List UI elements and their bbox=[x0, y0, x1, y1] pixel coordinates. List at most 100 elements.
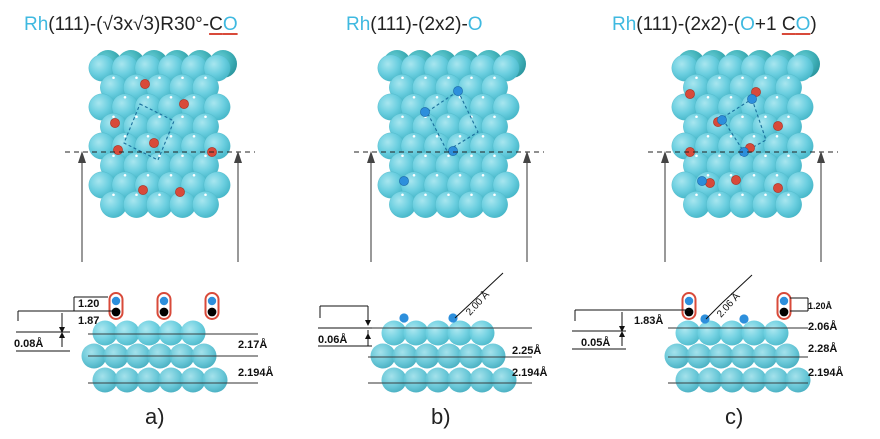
hollow-site bbox=[718, 193, 721, 197]
rh-atom-side bbox=[664, 343, 690, 369]
panel-label-a: a) bbox=[145, 404, 165, 429]
hollow-site bbox=[706, 134, 710, 138]
hollow-site bbox=[493, 115, 496, 119]
hollow-site bbox=[787, 76, 790, 80]
hollow-site bbox=[470, 193, 473, 197]
rh-atom-side bbox=[469, 320, 495, 346]
hollow-site bbox=[169, 134, 173, 138]
hollow-site bbox=[135, 154, 138, 158]
rh-atom-side bbox=[92, 320, 118, 346]
hollow-site bbox=[718, 154, 721, 158]
dimension-arrow bbox=[59, 327, 65, 333]
arrow-head bbox=[234, 151, 242, 163]
hollow-site bbox=[424, 154, 427, 158]
oxygen-atom-marker bbox=[747, 94, 757, 104]
dim-a-co-bond: 1.20 bbox=[78, 298, 99, 310]
hollow-site bbox=[412, 173, 416, 177]
hollow-site bbox=[412, 95, 416, 99]
hollow-site bbox=[741, 193, 744, 197]
dim-c-layer2: 2.28Å bbox=[808, 342, 837, 355]
co-molecule-marker bbox=[705, 178, 715, 188]
dim-a-buckling: 0.08Å bbox=[14, 337, 43, 350]
rh-atom-side bbox=[741, 320, 767, 346]
side-view-b bbox=[318, 272, 532, 393]
hollow-site bbox=[729, 95, 733, 99]
dim-b-buckling: 0.06Å bbox=[318, 333, 347, 346]
rh-atom-side bbox=[480, 343, 506, 369]
arrow-head bbox=[367, 151, 375, 163]
dim-b-rh-o: 2.00 Å bbox=[463, 288, 492, 318]
rh-atom-side bbox=[719, 367, 745, 393]
hollow-site bbox=[158, 193, 161, 197]
hollow-site bbox=[787, 154, 790, 158]
co-oxygen-atom bbox=[207, 296, 217, 306]
adsorbed-oxygen bbox=[739, 314, 749, 324]
panel-label-c: c) bbox=[725, 404, 744, 429]
hollow-site bbox=[435, 134, 439, 138]
oxygen-atom-marker bbox=[420, 107, 430, 117]
hollow-site bbox=[204, 115, 207, 119]
hollow-site bbox=[112, 76, 115, 80]
dim-c-layer1: 2.06Å bbox=[808, 320, 837, 333]
co-carbon-atom bbox=[684, 307, 694, 317]
co-molecule-marker bbox=[140, 79, 150, 89]
co-oxygen-atom bbox=[684, 296, 694, 306]
hollow-site bbox=[435, 173, 439, 177]
hollow-site bbox=[695, 115, 698, 119]
dim-c-co-bond: 1.20Å bbox=[808, 301, 833, 311]
dim-c-rh-o: 2.06 Å bbox=[714, 290, 743, 320]
rh-atom bbox=[775, 191, 802, 218]
rh-atom-side bbox=[708, 343, 734, 369]
dim-c-buckling: 0.05Å bbox=[581, 336, 610, 349]
co-carbon-atom bbox=[779, 307, 789, 317]
hollow-site bbox=[158, 154, 161, 158]
hollow-site bbox=[447, 115, 450, 119]
arrow-head bbox=[661, 151, 669, 163]
hollow-site bbox=[695, 193, 698, 197]
rh-atom-side bbox=[785, 367, 811, 393]
rh-atom-side bbox=[447, 320, 473, 346]
hollow-site bbox=[741, 115, 744, 119]
hollow-site bbox=[135, 76, 138, 80]
rh-atom-side bbox=[114, 367, 140, 393]
hollow-site bbox=[192, 95, 196, 99]
hollow-site bbox=[146, 173, 150, 177]
dim-c-layer3: 2.194Å bbox=[808, 366, 844, 379]
co-molecule-marker bbox=[110, 118, 120, 128]
hollow-site bbox=[112, 115, 115, 119]
dim-a-height: 1.87 bbox=[78, 315, 99, 327]
dimension-arrow bbox=[59, 332, 65, 338]
hollow-site bbox=[764, 115, 767, 119]
hollow-site bbox=[752, 173, 756, 177]
rh-atom-side bbox=[697, 320, 723, 346]
arrow-head bbox=[523, 151, 531, 163]
rh-atom-side bbox=[763, 367, 789, 393]
title-c: Rh(111)-(2x2)-(O+1 CO) bbox=[612, 14, 817, 35]
hollow-site bbox=[192, 134, 196, 138]
hollow-site bbox=[112, 154, 115, 158]
co-carbon-atom bbox=[207, 307, 217, 317]
co-molecule-marker bbox=[179, 99, 189, 109]
hollow-site bbox=[741, 76, 744, 80]
hollow-site bbox=[764, 154, 767, 158]
oxygen-atom-marker bbox=[399, 176, 409, 186]
top-view-c bbox=[648, 50, 838, 262]
hollow-site bbox=[401, 154, 404, 158]
dimension-bracket bbox=[469, 272, 504, 305]
rh-atom-side bbox=[403, 367, 429, 393]
oxygen-atom-marker bbox=[717, 115, 727, 125]
hollow-site bbox=[481, 95, 485, 99]
rh-atom bbox=[481, 191, 508, 218]
rh-atom-side bbox=[697, 367, 723, 393]
dim-b-layer2: 2.194Å bbox=[512, 366, 548, 379]
adsorbed-oxygen bbox=[399, 313, 409, 323]
rh-atom-side bbox=[403, 320, 429, 346]
hollow-site bbox=[135, 193, 138, 197]
co-molecule-marker bbox=[685, 89, 695, 99]
rh-atom-side bbox=[741, 367, 767, 393]
co-molecule-marker bbox=[149, 138, 159, 148]
hollow-site bbox=[181, 154, 184, 158]
rh-atom-side bbox=[763, 320, 789, 346]
dimension-arrow bbox=[619, 326, 625, 332]
dimension-bracket bbox=[705, 302, 723, 320]
